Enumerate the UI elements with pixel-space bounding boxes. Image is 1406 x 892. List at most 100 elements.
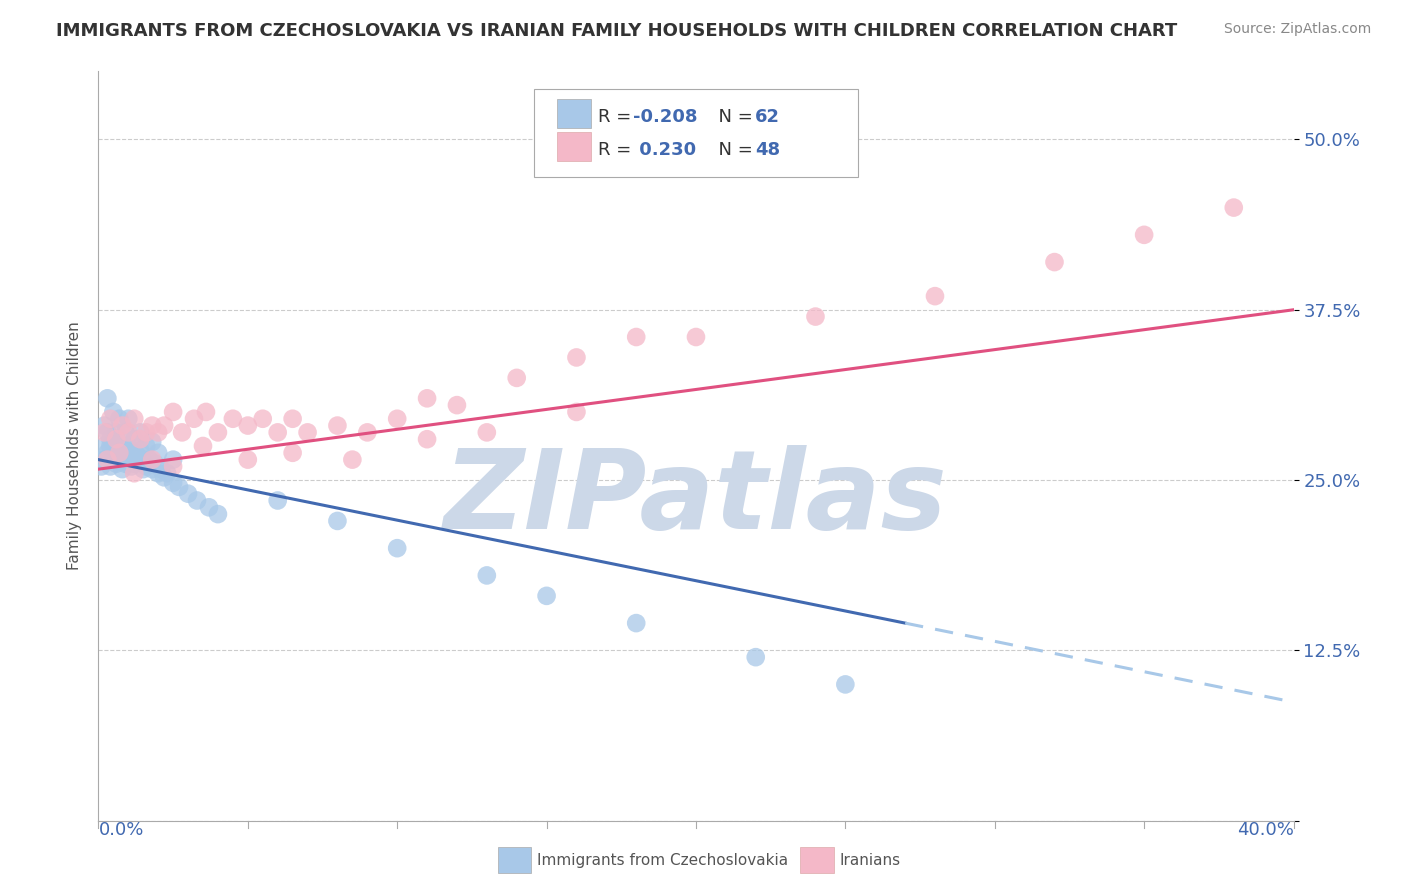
Point [117, 452, 139, 467]
Point [207, 425, 229, 440]
Point [153, 418, 176, 433]
Point [120, 446, 142, 460]
Point [156, 467, 179, 481]
Point [124, 432, 146, 446]
Point [565, 405, 588, 419]
Point [98, 411, 122, 425]
Point [141, 452, 163, 467]
Point [135, 439, 157, 453]
Point [96, 392, 118, 406]
Point [236, 452, 259, 467]
Point [111, 418, 134, 433]
Text: 0.0%: 0.0% [98, 821, 143, 838]
Point [90, 459, 112, 474]
Point [93, 452, 115, 467]
Point [108, 446, 131, 460]
Point [565, 351, 588, 365]
Point [281, 446, 304, 460]
Point [127, 449, 149, 463]
Point [222, 411, 245, 425]
Text: 0.230: 0.230 [633, 141, 696, 159]
Point [475, 425, 498, 440]
Point [124, 411, 146, 425]
Point [326, 514, 349, 528]
Text: 40.0%: 40.0% [1237, 821, 1294, 838]
Point [1043, 255, 1066, 269]
Point [105, 432, 128, 446]
Point [162, 475, 184, 490]
Point [129, 443, 152, 458]
Point [162, 452, 184, 467]
Point [267, 425, 290, 440]
Text: 62: 62 [755, 108, 780, 126]
Point [120, 459, 142, 474]
Point [536, 589, 558, 603]
Point [834, 677, 856, 691]
Point [162, 405, 184, 419]
Point [183, 411, 205, 425]
Point [98, 439, 122, 453]
Point [93, 425, 115, 440]
Text: -0.208: -0.208 [633, 108, 697, 126]
Text: Source: ZipAtlas.com: Source: ZipAtlas.com [1223, 22, 1371, 37]
Point [1223, 201, 1246, 215]
Point [198, 500, 221, 515]
Text: IMMIGRANTS FROM CZECHOSLOVAKIA VS IRANIAN FAMILY HOUSEHOLDS WITH CHILDREN CORREL: IMMIGRANTS FROM CZECHOSLOVAKIA VS IRANIA… [56, 22, 1177, 40]
Point [108, 411, 131, 425]
Point [129, 425, 152, 440]
Point [626, 330, 648, 344]
Point [148, 446, 170, 460]
Point [96, 425, 118, 440]
Text: Iranians: Iranians [839, 854, 900, 868]
Point [132, 452, 155, 467]
Point [745, 650, 768, 665]
Point [114, 425, 136, 440]
Point [132, 462, 155, 476]
Point [96, 446, 118, 460]
Point [148, 467, 170, 481]
Point [103, 434, 125, 449]
Text: Immigrants from Czechoslovakia: Immigrants from Czechoslovakia [537, 854, 789, 868]
Point [98, 432, 122, 446]
Point [114, 443, 136, 458]
Point [124, 457, 146, 471]
Point [93, 439, 115, 453]
Point [475, 568, 498, 582]
Point [191, 439, 214, 453]
Point [416, 392, 439, 406]
Point [195, 405, 218, 419]
Point [117, 439, 139, 453]
Point [135, 425, 157, 440]
Point [105, 443, 128, 458]
Point [626, 616, 648, 631]
Point [506, 371, 529, 385]
Point [96, 452, 118, 467]
Point [141, 418, 163, 433]
Point [138, 452, 160, 467]
Point [177, 486, 200, 500]
Point [117, 425, 139, 440]
Point [108, 439, 131, 453]
Point [342, 452, 364, 467]
Point [150, 462, 173, 476]
Point [297, 425, 319, 440]
Text: 48: 48 [755, 141, 780, 159]
Text: N =: N = [707, 141, 759, 159]
Text: R =: R = [598, 141, 637, 159]
Point [103, 449, 125, 463]
Point [685, 330, 707, 344]
Point [267, 493, 290, 508]
Point [114, 457, 136, 471]
Point [93, 418, 115, 433]
Point [117, 411, 139, 425]
Point [804, 310, 827, 324]
Point [446, 398, 468, 412]
Point [385, 411, 409, 425]
Point [124, 467, 146, 481]
Point [416, 432, 439, 446]
Text: N =: N = [707, 108, 759, 126]
Point [135, 459, 157, 474]
Point [129, 432, 152, 446]
Point [326, 418, 349, 433]
Point [236, 418, 259, 433]
